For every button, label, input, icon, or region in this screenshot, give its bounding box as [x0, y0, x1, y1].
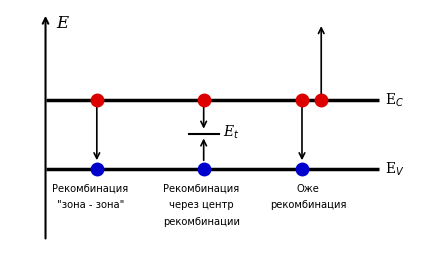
Text: рекомбинации: рекомбинации — [163, 217, 240, 227]
Text: через центр: через центр — [169, 200, 234, 210]
Text: E: E — [56, 15, 68, 32]
Text: Оже: Оже — [297, 184, 320, 194]
Text: Рекомбинация: Рекомбинация — [52, 184, 129, 194]
Text: "зона - зона": "зона - зона" — [57, 200, 124, 210]
Text: E$_V$: E$_V$ — [385, 161, 405, 178]
Text: рекомбинация: рекомбинация — [270, 200, 347, 210]
Text: E$_t$: E$_t$ — [223, 124, 239, 141]
Text: E$_C$: E$_C$ — [385, 91, 404, 109]
Text: Рекомбинация: Рекомбинация — [163, 184, 239, 194]
